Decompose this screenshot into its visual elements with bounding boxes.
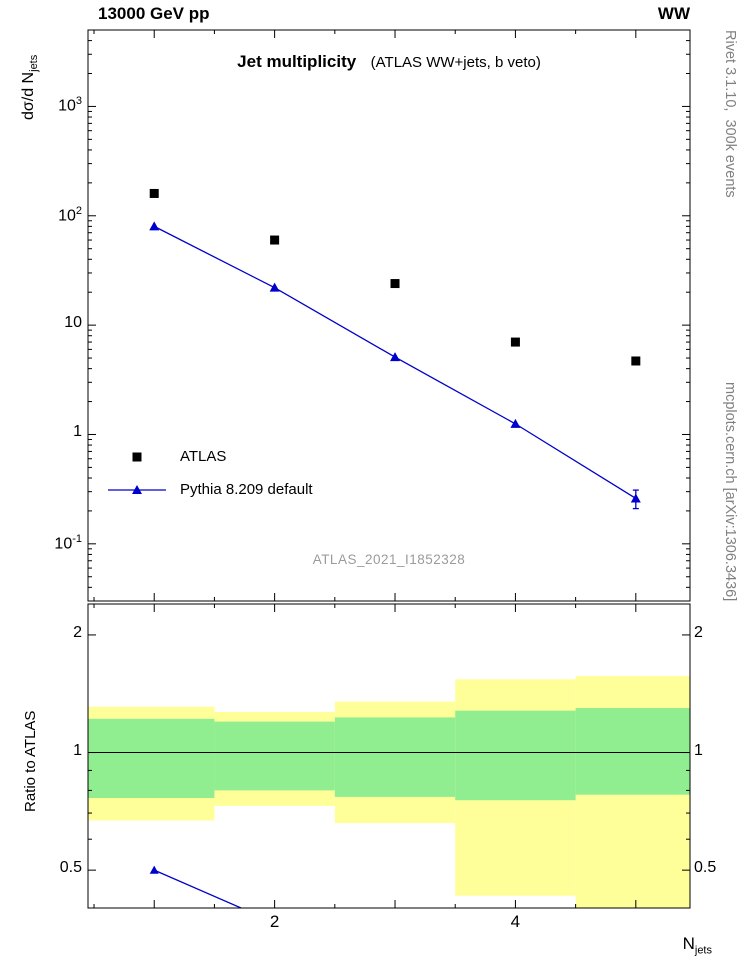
y-tick-label-ratio-right: 1: [694, 741, 703, 759]
y-tick-label-ratio-left: 1: [73, 741, 82, 759]
legend-row: Pythia 8.209 default: [106, 473, 313, 506]
y-axis-label-ratio: Ratio to ATLAS: [22, 710, 39, 812]
x-axis-label: Njets: [682, 934, 712, 957]
rivet-version-note: Rivet 3.1.10, 300k events: [722, 30, 738, 198]
legend: ATLAS Pythia 8.209 default: [106, 440, 313, 506]
plot-title-main: Jet multiplicity: [237, 52, 357, 71]
y-tick-label-main: 102: [58, 204, 82, 225]
ratio-panel-frame: [87, 603, 691, 909]
x-tick-label: 2: [269, 912, 280, 931]
legend-line-triangle-marker-icon: [108, 484, 166, 494]
analysis-id-watermark: ATLAS_2021_I1852328: [312, 552, 466, 567]
legend-row: ATLAS: [106, 440, 313, 473]
y-tick-label-ratio-right: 0.5: [694, 859, 717, 877]
y-tick-label-main: 10: [64, 314, 82, 332]
mcplots-attribution: mcplots.cern.ch [arXiv:1306.3436]: [722, 381, 738, 601]
series-atlas: [149, 188, 641, 366]
header-beam-energy: 13000 GeV pp: [98, 4, 210, 23]
axis-ticks: [88, 30, 690, 908]
x-tick-label: 4: [510, 912, 521, 931]
plot-title-sub: (ATLAS WW+jets, b veto): [370, 54, 541, 71]
legend-label: Pythia 8.209 default: [180, 481, 313, 498]
main-panel-frame: [87, 29, 691, 602]
ratio-series-pythia: [149, 865, 243, 908]
y-tick-label-ratio-right: 2: [694, 623, 703, 641]
y-tick-label-main: 1: [73, 423, 82, 441]
y-tick-label-ratio-left: 2: [73, 623, 82, 641]
y-tick-label-ratio-left: 0.5: [59, 859, 82, 877]
legend-label: ATLAS: [180, 448, 227, 465]
legend-square-marker-icon: [132, 452, 142, 461]
y-tick-label-main: 103: [58, 95, 82, 115]
y-tick-label-main: 10-1: [54, 532, 82, 553]
ratio-uncertainty-bands: [88, 676, 690, 908]
plot-title: Jet multiplicity (ATLAS WW+jets, b veto): [88, 52, 690, 72]
header-process: WW: [657, 4, 690, 23]
series-pythia-8-209-default: [149, 221, 641, 510]
main-series: [149, 188, 641, 510]
